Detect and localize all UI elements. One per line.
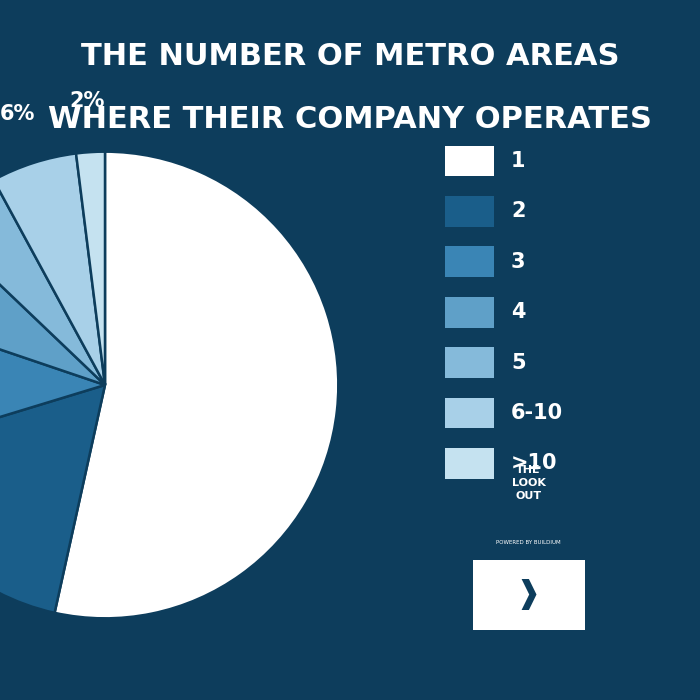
Text: 6-10: 6-10 — [511, 403, 563, 423]
FancyBboxPatch shape — [444, 246, 493, 277]
Text: WHERE THEIR COMPANY OPERATES: WHERE THEIR COMPANY OPERATES — [48, 105, 652, 134]
Text: >10: >10 — [511, 454, 557, 473]
Wedge shape — [55, 152, 338, 618]
Wedge shape — [0, 224, 105, 385]
Text: 4: 4 — [511, 302, 526, 322]
Text: 5: 5 — [511, 353, 526, 372]
Wedge shape — [0, 180, 105, 385]
Wedge shape — [0, 310, 105, 453]
FancyBboxPatch shape — [444, 146, 493, 176]
FancyBboxPatch shape — [444, 347, 493, 378]
Text: 1: 1 — [511, 151, 526, 171]
Text: 3: 3 — [511, 252, 526, 272]
Wedge shape — [0, 153, 105, 385]
Text: 2%: 2% — [69, 91, 105, 111]
Text: 6%: 6% — [0, 104, 36, 124]
Text: POWERED BY BUILDIUM: POWERED BY BUILDIUM — [496, 540, 561, 545]
FancyBboxPatch shape — [444, 297, 493, 328]
Text: 2: 2 — [511, 202, 526, 221]
Text: THE NUMBER OF METRO AREAS: THE NUMBER OF METRO AREAS — [80, 42, 620, 71]
Wedge shape — [76, 152, 105, 385]
Text: 54%: 54% — [179, 377, 286, 421]
Text: ❱: ❱ — [516, 580, 541, 610]
Text: THE
LOOK
OUT: THE LOOK OUT — [512, 465, 545, 501]
FancyBboxPatch shape — [444, 196, 493, 227]
FancyBboxPatch shape — [444, 448, 493, 479]
FancyBboxPatch shape — [444, 398, 493, 428]
Wedge shape — [0, 385, 105, 612]
FancyBboxPatch shape — [473, 560, 584, 630]
